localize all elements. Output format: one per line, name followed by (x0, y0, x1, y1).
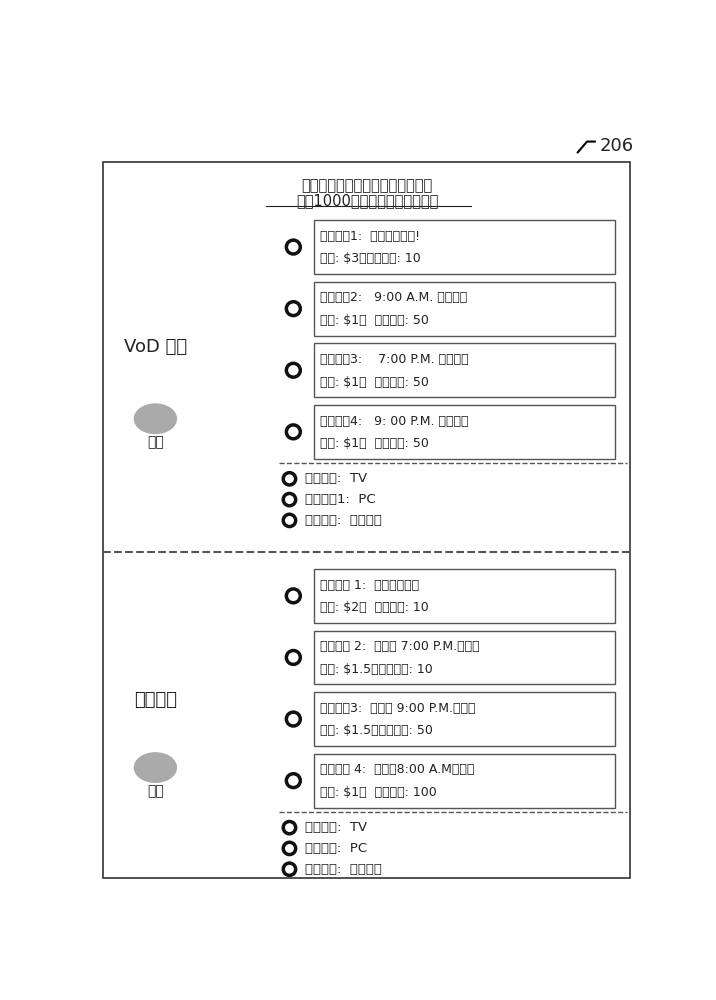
Circle shape (286, 589, 300, 603)
Text: 提交您的预订时间并赢取免费电影: 提交您的预订时间并赢取免费电影 (301, 178, 432, 193)
FancyBboxPatch shape (314, 754, 615, 808)
FancyBboxPatch shape (103, 162, 631, 878)
Text: 预订时间 2:  在今晚 7:00 P.M.前完成: 预订时间 2: 在今晚 7:00 P.M.前完成 (321, 640, 480, 653)
Text: 播放终端:  TV: 播放终端: TV (305, 472, 367, 485)
Circle shape (284, 473, 296, 485)
Circle shape (286, 302, 300, 316)
Text: 累积1000积分赢取一部免费电影: 累积1000积分赢取一部免费电影 (296, 193, 438, 208)
Circle shape (286, 363, 300, 377)
FancyBboxPatch shape (314, 631, 615, 684)
Text: 价格: $1，  用户积分: 100: 价格: $1， 用户积分: 100 (321, 786, 437, 799)
Text: 价格: $1，  用户积分: 50: 价格: $1， 用户积分: 50 (321, 314, 430, 327)
Circle shape (286, 651, 300, 664)
FancyBboxPatch shape (314, 220, 615, 274)
Circle shape (284, 821, 296, 834)
Circle shape (286, 240, 300, 254)
Circle shape (286, 774, 300, 788)
Text: 预订时间3:  在今晚 9:00 P.M.前完成: 预订时间3: 在今晚 9:00 P.M.前完成 (321, 702, 476, 715)
Text: 预订时间 1:  现在开始下载: 预订时间 1: 现在开始下载 (321, 579, 420, 592)
FancyBboxPatch shape (314, 692, 615, 746)
Text: 价格: $3，用户积分: 10: 价格: $3，用户积分: 10 (321, 252, 421, 265)
Text: VoD 用户: VoD 用户 (124, 338, 187, 356)
Text: 预订时间3:    7:00 P.M. 开始播放: 预订时间3: 7:00 P.M. 开始播放 (321, 353, 469, 366)
Circle shape (286, 712, 300, 726)
Circle shape (286, 425, 300, 439)
Circle shape (284, 842, 296, 855)
Text: 预订时间2:   9:00 A.M. 开始播放: 预订时间2: 9:00 A.M. 开始播放 (321, 291, 468, 304)
FancyBboxPatch shape (314, 405, 615, 459)
Text: 预订时间4:   9: 00 P.M. 开始播放: 预订时间4: 9: 00 P.M. 开始播放 (321, 415, 469, 428)
Circle shape (284, 493, 296, 506)
Text: 预订时间 4:  在明晨8:00 A.M前完成: 预订时间 4: 在明晨8:00 A.M前完成 (321, 763, 475, 776)
Text: 预订时间1:  现在开始播放!: 预订时间1: 现在开始播放! (321, 230, 420, 243)
Circle shape (284, 863, 296, 875)
Ellipse shape (134, 403, 177, 434)
Text: 206: 206 (599, 137, 634, 155)
Ellipse shape (134, 752, 177, 783)
Text: 播放终端1:  PC: 播放终端1: PC (305, 493, 376, 506)
Text: 提交: 提交 (147, 785, 164, 799)
Text: 提交: 提交 (147, 436, 164, 450)
Text: 播放终端:  移动电话: 播放终端: 移动电话 (305, 514, 382, 527)
Text: 价格: $2，  用户积分: 10: 价格: $2， 用户积分: 10 (321, 601, 429, 614)
Text: 价格: $1，  用户积分: 50: 价格: $1， 用户积分: 50 (321, 376, 430, 389)
Text: 下载用户: 下载用户 (134, 691, 177, 709)
FancyBboxPatch shape (314, 569, 615, 623)
Text: 价格: $1.5，用户积分: 10: 价格: $1.5，用户积分: 10 (321, 663, 433, 676)
Circle shape (284, 514, 296, 527)
FancyBboxPatch shape (314, 282, 615, 336)
FancyBboxPatch shape (314, 343, 615, 397)
Text: 下载终端:  PC: 下载终端: PC (305, 842, 367, 855)
Text: 下载终端:  TV: 下载终端: TV (305, 821, 367, 834)
Text: 价格: $1，  用户积分: 50: 价格: $1， 用户积分: 50 (321, 437, 430, 450)
Text: 价格: $1.5，用户积分: 50: 价格: $1.5，用户积分: 50 (321, 724, 433, 737)
Text: 下载终端:  移动电话: 下载终端: 移动电话 (305, 863, 382, 876)
